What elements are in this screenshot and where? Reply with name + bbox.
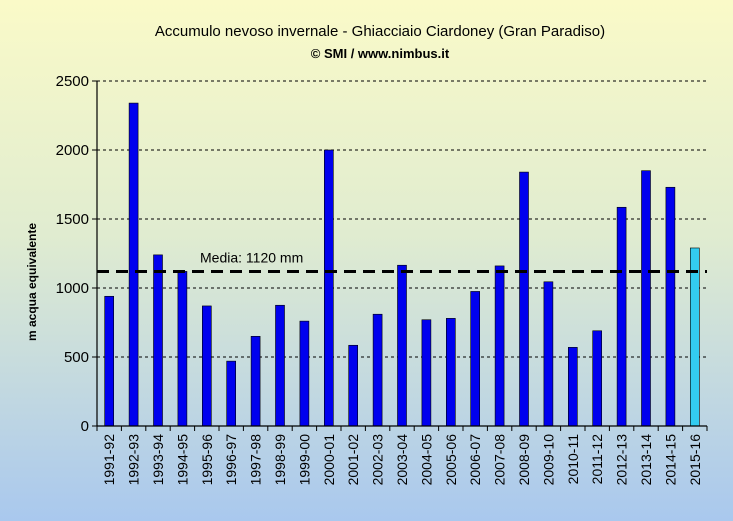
bar <box>421 319 432 427</box>
x-tick-label: 2000-01 <box>321 434 337 486</box>
x-tick-label: 1994-95 <box>174 434 190 486</box>
chart-title: Accumulo nevoso invernale - Ghiacciaio C… <box>155 23 605 40</box>
bar <box>397 264 407 427</box>
bar <box>299 320 310 427</box>
x-tick-label: 2005-06 <box>443 434 459 486</box>
bar <box>592 330 603 427</box>
bar <box>153 254 163 427</box>
x-tick-labels: 1991-92 1992-93 1993-94 1994-95 1995-96 1996-… <box>101 434 703 486</box>
bar <box>641 170 651 427</box>
bar <box>275 304 285 427</box>
x-tick-label: 2001-02 <box>345 434 361 486</box>
x-tick-label: 2007-08 <box>492 434 508 486</box>
bar <box>372 313 383 427</box>
mean-line-group: Media: 1120 mm <box>97 249 707 273</box>
x-tick-label: 2009-10 <box>540 434 556 486</box>
y-axis-label: m acqua equivalente <box>25 223 39 341</box>
x-tick-label: 1995-96 <box>199 434 215 486</box>
bar <box>665 186 676 427</box>
bar <box>470 291 481 427</box>
bar <box>348 344 359 427</box>
x-tick-label: 2015-16 <box>687 434 703 486</box>
x-tick-label: 2002-03 <box>370 434 386 486</box>
x-tick-label: 2011-12 <box>589 434 605 485</box>
bar <box>323 149 334 427</box>
x-tick-label: 2014-15 <box>662 434 678 486</box>
x-tick-label: 2010-11 <box>565 434 581 485</box>
mean-label: Media: 1120 mm <box>200 249 303 265</box>
bar <box>128 102 139 427</box>
bar <box>250 335 261 427</box>
y-tick-label: 2500 <box>56 73 89 90</box>
bar <box>519 171 529 427</box>
y-tick-label: 1000 <box>56 280 89 297</box>
bar <box>226 360 236 427</box>
bar <box>616 206 627 427</box>
bar <box>202 305 212 427</box>
x-tick-label: 2003-04 <box>394 434 410 486</box>
bar <box>567 347 578 427</box>
bar <box>177 271 188 427</box>
x-tick-label: 1991-92 <box>101 434 117 486</box>
x-tick-label: 2013-14 <box>638 434 654 486</box>
x-tick-label: 1996-97 <box>223 434 239 486</box>
x-tick-label: 2012-13 <box>614 434 630 486</box>
axes <box>92 80 708 431</box>
y-tick-label: 1500 <box>56 211 89 228</box>
x-tick-label: 2004-05 <box>418 434 434 486</box>
y-tick-label: 0 <box>81 418 89 435</box>
bars <box>104 102 700 427</box>
x-tick-label: 2008-09 <box>516 434 532 486</box>
y-tick-label: 2000 <box>56 142 89 159</box>
bar <box>494 265 505 427</box>
bar <box>543 281 554 427</box>
x-tick-label: 1997-98 <box>248 434 264 486</box>
y-tick-labels: 0 500 1000 1500 2000 2500 <box>56 73 89 435</box>
x-tick-label: 1993-94 <box>150 434 166 486</box>
x-tick-label: 2006-07 <box>467 434 483 486</box>
bar <box>689 247 700 427</box>
bar <box>445 318 456 427</box>
bar <box>104 295 114 427</box>
chart-subtitle: © SMI / www.nimbus.it <box>311 46 450 61</box>
x-tick-label: 1998-99 <box>272 434 288 486</box>
y-tick-label: 500 <box>64 349 89 366</box>
x-tick-label: 1992-93 <box>126 434 142 486</box>
x-tick-label: 1999-00 <box>296 434 312 486</box>
